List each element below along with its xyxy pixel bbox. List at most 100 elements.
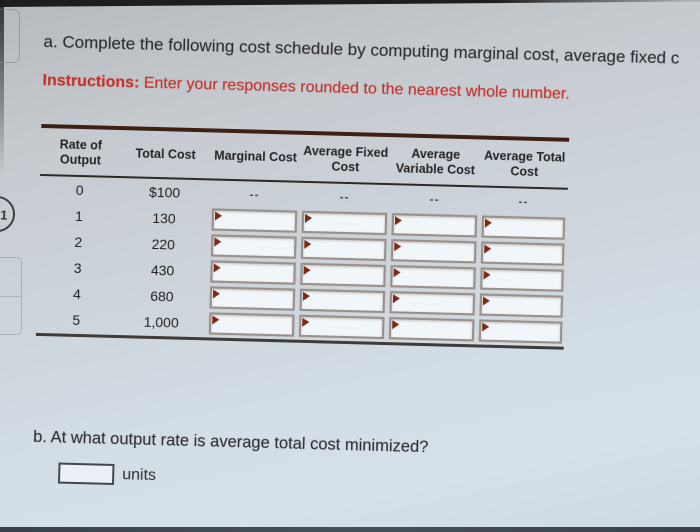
average-fixed-cost-cell	[297, 262, 388, 288]
average-variable-cost-cell	[388, 239, 479, 264]
total-cost-cell: $100	[148, 183, 181, 201]
rate-of-output-cell: 2	[74, 233, 83, 251]
not-applicable-cell: --	[339, 189, 350, 205]
answer-input-box[interactable]	[479, 293, 563, 318]
answer-input-box[interactable]	[389, 291, 475, 316]
total-cost-cell: 430	[150, 261, 175, 279]
average-fixed-cost-input[interactable]	[300, 316, 382, 337]
total-cost-cell: 1,000	[143, 313, 179, 331]
answer-input-box[interactable]	[211, 208, 297, 233]
rate-of-output-cell: 4	[72, 285, 82, 303]
rate-of-output-cell: 1	[74, 207, 84, 225]
total-cost-cell: 130	[152, 209, 176, 227]
average-variable-cost-input[interactable]	[390, 319, 472, 340]
average-fixed-cost-cell	[298, 236, 389, 262]
column-header: Average Fixed Cost	[303, 143, 389, 174]
average-fixed-cost-input[interactable]	[302, 238, 384, 259]
average-total-cost-cell	[476, 319, 565, 344]
instructions-label: Instructions:	[42, 71, 140, 92]
answer-input-box[interactable]	[391, 213, 477, 238]
column-header: Total Cost	[135, 146, 196, 163]
units-label: units	[122, 465, 157, 484]
average-total-cost-input[interactable]	[481, 269, 562, 290]
answer-input-box[interactable]	[390, 239, 476, 264]
average-fixed-cost-cell	[296, 314, 387, 339]
average-fixed-cost-input[interactable]	[301, 290, 383, 311]
question-b-answer-row: units	[57, 462, 692, 501]
average-total-cost-cell	[477, 293, 566, 318]
average-variable-cost-input[interactable]	[392, 241, 474, 262]
marginal-cost-cell	[207, 260, 298, 285]
not-applicable-cell: --	[249, 187, 260, 202]
average-variable-cost-cell	[386, 317, 477, 342]
left-edge-partial-card	[0, 9, 20, 63]
average-fixed-cost-cell	[299, 210, 390, 236]
table-body: 0 $100 -- -- -- -- 1 130 2 220 3 430 4 680 5 1,000	[35, 175, 568, 350]
marginal-cost-input[interactable]	[211, 288, 293, 309]
column-header: Marginal Cost	[214, 148, 298, 165]
average-total-cost-input[interactable]	[480, 321, 560, 342]
column-header: Rate of Output	[59, 137, 103, 168]
column-header: Average Total Cost	[483, 148, 566, 179]
rate-of-output-cell: 0	[75, 181, 84, 199]
instructions-text: Instructions: Enter your responses round…	[42, 71, 570, 103]
screen-top-bezel	[0, 0, 700, 7]
answer-input-box[interactable]	[301, 210, 387, 236]
marginal-cost-input[interactable]	[210, 314, 292, 335]
average-total-cost-cell	[478, 241, 567, 266]
answer-input-box[interactable]	[299, 262, 386, 288]
marginal-cost-cell	[206, 312, 297, 337]
answer-input-box[interactable]	[479, 267, 564, 292]
not-applicable-cell: --	[429, 192, 440, 207]
answer-input-box[interactable]	[210, 234, 297, 259]
question-a-text: a. Complete the following cost schedule …	[43, 31, 680, 68]
average-fixed-cost-input[interactable]	[301, 264, 384, 285]
question-b-text: b. At what output rate is average total …	[32, 427, 429, 457]
average-total-cost-cell	[477, 267, 566, 292]
rate-of-output-cell: 3	[73, 259, 82, 277]
average-fixed-cost-input[interactable]	[303, 212, 385, 233]
answer-input-box[interactable]	[478, 319, 562, 344]
marginal-cost-input[interactable]	[212, 236, 294, 257]
left-edge-partial-control	[0, 257, 22, 335]
column-header: Average Variable Cost	[395, 146, 476, 177]
answer-input-box[interactable]	[209, 260, 296, 285]
answer-input-box[interactable]	[481, 215, 565, 240]
answer-input-box[interactable]	[299, 288, 385, 314]
cost-schedule-table: Rate of Output Total Cost Marginal Cost Ave…	[35, 123, 570, 350]
screen-bottom-bezel	[0, 527, 700, 532]
annotation-badge-label: 1	[0, 206, 9, 223]
not-applicable-cell: --	[518, 194, 529, 209]
average-variable-cost-cell	[389, 213, 480, 238]
marginal-cost-input[interactable]	[211, 262, 294, 283]
average-variable-cost-input[interactable]	[391, 267, 474, 288]
average-variable-cost-cell	[387, 265, 478, 290]
quiz-content: a. Complete the following cost schedule …	[32, 24, 700, 500]
units-input[interactable]	[57, 462, 115, 485]
answer-input-box[interactable]	[388, 317, 474, 342]
average-total-cost-input[interactable]	[483, 217, 563, 238]
answer-input-box[interactable]	[298, 314, 384, 339]
answer-input-box[interactable]	[480, 241, 564, 266]
annotation-badge: 1	[0, 194, 17, 234]
average-variable-cost-cell	[387, 291, 478, 316]
rate-of-output-cell: 5	[72, 311, 81, 329]
answer-input-box[interactable]	[209, 286, 295, 311]
total-cost-cell: 680	[150, 287, 174, 305]
average-total-cost-input[interactable]	[481, 295, 561, 316]
total-cost-cell: 220	[151, 235, 176, 253]
marginal-cost-cell	[209, 208, 300, 233]
screen-left-edge-shadow	[0, 0, 4, 175]
marginal-cost-input[interactable]	[213, 210, 295, 231]
average-total-cost-cell	[479, 215, 568, 240]
average-variable-cost-input[interactable]	[391, 293, 473, 314]
marginal-cost-cell	[207, 286, 298, 311]
answer-input-box[interactable]	[208, 312, 294, 337]
average-variable-cost-input[interactable]	[393, 215, 475, 236]
answer-input-box[interactable]	[300, 236, 386, 262]
average-fixed-cost-cell	[297, 288, 388, 314]
answer-input-box[interactable]	[389, 265, 476, 290]
average-total-cost-input[interactable]	[482, 243, 562, 264]
marginal-cost-cell	[208, 234, 299, 259]
